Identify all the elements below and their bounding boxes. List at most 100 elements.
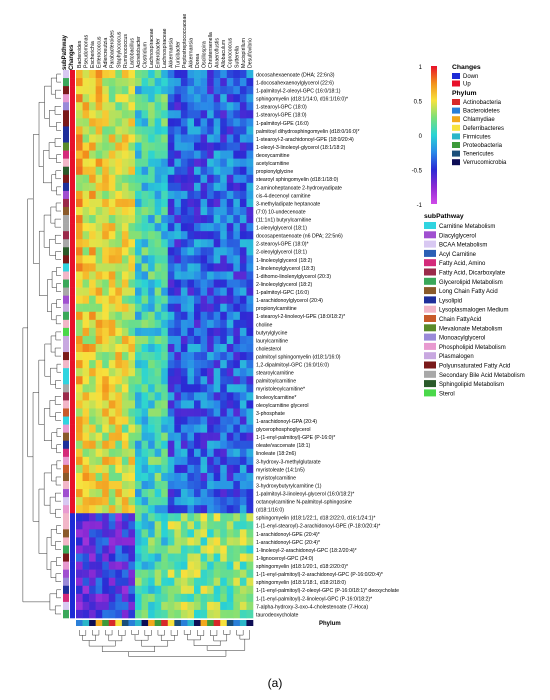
heatmap-cell xyxy=(76,609,83,619)
heatmap-cell xyxy=(239,223,247,232)
heatmap-cell xyxy=(246,94,254,103)
heatmap-cell xyxy=(174,344,182,353)
heatmap-cell xyxy=(194,577,201,587)
changes-cell xyxy=(70,311,75,321)
heatmap-cell xyxy=(82,335,90,345)
heatmap-cell xyxy=(121,118,129,127)
heatmap-cell xyxy=(121,158,129,168)
heatmap-cell xyxy=(187,174,195,184)
subpathway-legend-label: Long Chain Fatty Acid xyxy=(439,289,498,295)
heatmap-cell xyxy=(246,110,254,119)
subpathway-cell xyxy=(63,601,69,611)
heatmap-cell xyxy=(213,190,221,200)
subpathway-cell xyxy=(63,513,69,522)
row-label: palmitoylcarnitine xyxy=(256,379,296,385)
heatmap-cell xyxy=(194,489,201,498)
heatmap-cell xyxy=(174,182,182,192)
heatmap-cell xyxy=(174,537,182,546)
heatmap-cell xyxy=(180,327,188,337)
heatmap-cell xyxy=(167,190,175,200)
heatmap-cell xyxy=(226,158,234,168)
heatmap-cell xyxy=(82,295,90,305)
heatmap-cell xyxy=(246,545,254,554)
heatmap-cell xyxy=(141,440,149,450)
heatmap-cell xyxy=(174,223,182,232)
heatmap-cell xyxy=(128,198,136,208)
heatmap-cell xyxy=(121,86,129,95)
heatmap-cell xyxy=(226,497,234,506)
heatmap-cell xyxy=(108,609,116,619)
heatmap-cell xyxy=(200,472,208,482)
heatmap-cell xyxy=(226,440,234,450)
column-label: Akkermansia xyxy=(188,38,194,68)
dendrogram-branch xyxy=(56,267,61,276)
subpathway-cell xyxy=(63,207,69,216)
heatmap-cell xyxy=(226,577,234,587)
subpathway-cell xyxy=(63,198,69,208)
changes-cell xyxy=(70,182,75,192)
heatmap-cell xyxy=(141,335,149,345)
dendrogram-branch xyxy=(88,640,116,647)
heatmap-cell xyxy=(128,384,136,393)
heatmap-cell xyxy=(76,271,83,280)
heatmap-cell xyxy=(226,432,234,442)
heatmap-cell xyxy=(76,529,83,538)
heatmap-cell xyxy=(194,521,201,530)
heatmap-cell xyxy=(161,408,169,417)
changes-cell xyxy=(70,392,75,401)
heatmap-cell xyxy=(174,311,182,321)
heatmap-cell xyxy=(161,472,169,482)
heatmap-cell xyxy=(154,561,162,570)
heatmap-cell xyxy=(187,521,195,530)
heatmap-cell xyxy=(121,553,129,562)
column-label: Staphylococcus xyxy=(116,31,122,68)
heatmap-cell xyxy=(135,102,142,111)
heatmap-cell xyxy=(128,335,136,345)
row-label: 1-arachidonoyl-GPC (20:4)* xyxy=(256,540,320,546)
heatmap-cell xyxy=(239,198,247,208)
heatmap-cell xyxy=(174,497,182,506)
heatmap-cell xyxy=(148,118,155,127)
heatmap-cell xyxy=(148,207,155,216)
dendrogram-branch xyxy=(22,327,50,603)
heatmap-cell xyxy=(141,190,149,200)
dendrogram-branch xyxy=(51,303,57,321)
heatmap-cell xyxy=(135,239,142,248)
heatmap-cell xyxy=(128,190,136,200)
dendrogram-branch xyxy=(54,605,61,615)
heatmap-cell xyxy=(76,78,83,87)
heatmap-cell xyxy=(154,263,162,272)
heatmap-cell xyxy=(108,134,116,143)
changes-cell xyxy=(70,424,75,433)
changes-cell xyxy=(70,553,75,562)
heatmap-cell xyxy=(226,593,234,603)
heatmap-cell xyxy=(115,497,123,506)
heatmap-cell xyxy=(154,481,162,490)
heatmap-cell xyxy=(161,255,169,264)
phylum-legend-swatch xyxy=(452,150,460,157)
heatmap-cell xyxy=(246,319,254,329)
heatmap-cell xyxy=(246,424,254,433)
heatmap-cell xyxy=(239,601,247,611)
heatmap-cell xyxy=(246,190,254,200)
heatmap-cell xyxy=(233,464,241,474)
heatmap-cell xyxy=(82,311,90,321)
heatmap-cell xyxy=(115,134,123,143)
heatmap-cell xyxy=(167,601,175,611)
heatmap-cell xyxy=(154,424,162,433)
heatmap-cell xyxy=(128,537,136,546)
heatmap-cell xyxy=(239,392,247,401)
heatmap-cell xyxy=(239,86,247,95)
heatmap-cell xyxy=(167,231,175,240)
heatmap-cell xyxy=(180,432,188,442)
heatmap-cell xyxy=(200,489,208,498)
heatmap-cell xyxy=(82,545,90,554)
heatmap-cell xyxy=(89,376,96,385)
heatmap-cell xyxy=(135,561,142,570)
heatmap-cell xyxy=(187,150,195,159)
heatmap-cell xyxy=(141,303,149,313)
heatmap-cell xyxy=(115,110,123,119)
heatmap-cell xyxy=(82,529,90,538)
dendrogram-branch xyxy=(54,218,61,228)
subpathway-cell xyxy=(63,400,69,409)
